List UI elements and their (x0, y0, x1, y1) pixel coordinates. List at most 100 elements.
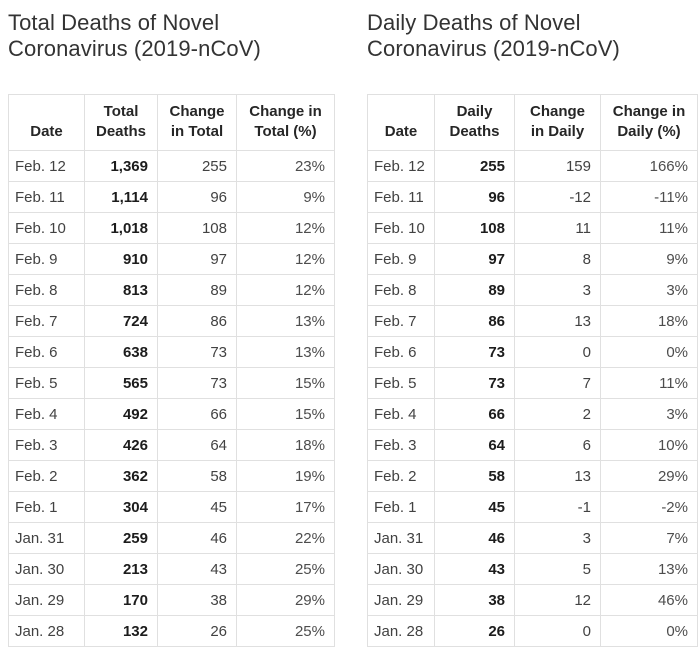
value-cell: 638 (84, 336, 158, 368)
column-header-daily-deaths: Daily Deaths (434, 94, 515, 151)
change-cell: 66 (157, 398, 237, 430)
change-cell: 73 (157, 336, 237, 368)
table-row: Feb. 4 66 2 3% (367, 398, 698, 430)
table-row: Jan. 29 170 38 29% (8, 584, 335, 616)
table-row: Feb. 2 58 13 29% (367, 460, 698, 492)
table-row: Feb. 10 1,018 108 12% (8, 212, 335, 244)
change-cell: 89 (157, 274, 237, 306)
value-cell: 73 (434, 336, 515, 368)
value-cell: 43 (434, 553, 515, 585)
percent-cell: 13% (236, 305, 335, 337)
value-cell: 96 (434, 181, 515, 213)
percent-cell: 25% (236, 553, 335, 585)
daily-deaths-title: Daily Deaths of Novel Coronavirus (2019-… (367, 10, 620, 61)
change-cell: 159 (514, 150, 601, 182)
column-header-change-in-total-pct: Change in Total (%) (236, 94, 335, 151)
percent-cell: 15% (236, 398, 335, 430)
change-cell: 96 (157, 181, 237, 213)
value-cell: 724 (84, 305, 158, 337)
date-cell: Feb. 12 (8, 150, 85, 182)
value-cell: 89 (434, 274, 515, 306)
date-cell: Feb. 7 (8, 305, 85, 337)
table-row: Feb. 11 96 -12 -11% (367, 181, 698, 213)
percent-cell: 19% (236, 460, 335, 492)
change-cell: 97 (157, 243, 237, 275)
value-cell: 813 (84, 274, 158, 306)
change-cell: 6 (514, 429, 601, 461)
percent-cell: 12% (236, 243, 335, 275)
table-row: Feb. 7 724 86 13% (8, 305, 335, 337)
value-cell: 492 (84, 398, 158, 430)
table-row: Jan. 29 38 12 46% (367, 584, 698, 616)
table-row: Feb. 5 565 73 15% (8, 367, 335, 399)
value-cell: 45 (434, 491, 515, 523)
percent-cell: 22% (236, 522, 335, 554)
value-cell: 426 (84, 429, 158, 461)
column-header-date: Date (367, 94, 435, 151)
change-cell: 64 (157, 429, 237, 461)
date-cell: Feb. 5 (8, 367, 85, 399)
value-cell: 259 (84, 522, 158, 554)
column-header-change-in-daily: Change in Daily (514, 94, 601, 151)
percent-cell: -2% (600, 491, 698, 523)
percent-cell: 15% (236, 367, 335, 399)
daily-deaths-table-body: Feb. 12 255 159 166% Feb. 11 96 -12 -11% Feb. 1 0… (367, 150, 698, 647)
change-cell: 73 (157, 367, 237, 399)
table-row: Feb. 11 1,114 96 9% (8, 181, 335, 213)
value-cell: 255 (434, 150, 515, 182)
percent-cell: 23% (236, 150, 335, 182)
percent-cell: 9% (236, 181, 335, 213)
change-cell: 2 (514, 398, 601, 430)
date-cell: Jan. 30 (367, 553, 435, 585)
date-cell: Jan. 29 (8, 584, 85, 616)
change-cell: 0 (514, 615, 601, 647)
change-cell: 46 (157, 522, 237, 554)
table-row: Feb. 1 304 45 17% (8, 491, 335, 523)
date-cell: Jan. 31 (8, 522, 85, 554)
column-header-total-deaths: Total Deaths (84, 94, 158, 151)
date-cell: Jan. 28 (367, 615, 435, 647)
percent-cell: 11% (600, 367, 698, 399)
date-cell: Feb. 11 (367, 181, 435, 213)
change-cell: -1 (514, 491, 601, 523)
change-cell: 255 (157, 150, 237, 182)
percent-cell: 10% (600, 429, 698, 461)
value-cell: 1,369 (84, 150, 158, 182)
table-row: Feb. 12 255 159 166% (367, 150, 698, 182)
table-row: Jan. 31 46 3 7% (367, 522, 698, 554)
daily-deaths-table: Date Daily Deaths Change in Daily Change… (367, 94, 698, 647)
percent-cell: 17% (236, 491, 335, 523)
value-cell: 46 (434, 522, 515, 554)
date-cell: Feb. 1 (8, 491, 85, 523)
value-cell: 38 (434, 584, 515, 616)
percent-cell: 12% (236, 274, 335, 306)
change-cell: 86 (157, 305, 237, 337)
date-cell: Feb. 9 (367, 243, 435, 275)
percent-cell: 13% (236, 336, 335, 368)
total-deaths-table-header: Date Total Deaths Change in Total Change… (8, 94, 335, 151)
date-cell: Feb. 1 (367, 491, 435, 523)
total-deaths-table: Date Total Deaths Change in Total Change… (8, 94, 335, 647)
daily-deaths-table-header: Date Daily Deaths Change in Daily Change… (367, 94, 698, 151)
table-row: Feb. 7 86 13 18% (367, 305, 698, 337)
date-cell: Feb. 8 (367, 274, 435, 306)
change-cell: 12 (514, 584, 601, 616)
table-row: Feb. 6 73 0 0% (367, 336, 698, 368)
date-cell: Feb. 4 (8, 398, 85, 430)
total-deaths-section: Total Deaths of Novel Coronavirus (2019-… (8, 10, 335, 647)
percent-cell: 46% (600, 584, 698, 616)
total-deaths-title: Total Deaths of Novel Coronavirus (2019-… (8, 10, 261, 61)
date-cell: Jan. 28 (8, 615, 85, 647)
table-row: Feb. 8 813 89 12% (8, 274, 335, 306)
date-cell: Feb. 6 (8, 336, 85, 368)
table-row: Feb. 6 638 73 13% (8, 336, 335, 368)
date-cell: Feb. 2 (367, 460, 435, 492)
value-cell: 73 (434, 367, 515, 399)
table-row: Jan. 28 132 26 25% (8, 615, 335, 647)
percent-cell: 12% (236, 212, 335, 244)
date-cell: Jan. 29 (367, 584, 435, 616)
table-row: Feb. 3 64 6 10% (367, 429, 698, 461)
date-cell: Feb. 4 (367, 398, 435, 430)
date-cell: Feb. 6 (367, 336, 435, 368)
value-cell: 64 (434, 429, 515, 461)
